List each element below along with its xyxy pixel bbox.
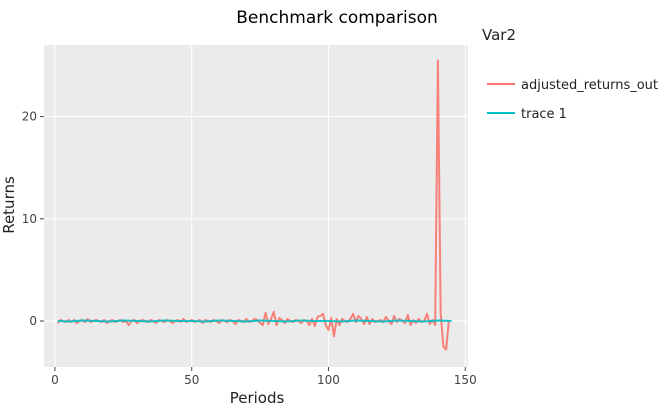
chart-title: Benchmark comparison (236, 8, 438, 28)
x-axis-label: Periods (230, 389, 285, 407)
plot-panel (44, 45, 468, 367)
y-tick-label: 10 (22, 212, 37, 226)
x-tick-label: 100 (317, 373, 340, 387)
y-tick-label: 20 (22, 110, 37, 124)
y-axis-label: Returns (0, 176, 18, 234)
legend-label-2: trace 1 (521, 107, 567, 122)
series-line-2 (57, 319, 452, 323)
grid (44, 45, 468, 367)
series-layer (56, 59, 452, 351)
x-tick-label: 150 (454, 373, 477, 387)
axes: 0 50 100 150 0 10 20 (22, 110, 477, 387)
y-tick-label: 0 (29, 314, 37, 328)
x-tick-label: 50 (184, 373, 199, 387)
legend-title: Var2 (482, 26, 516, 44)
legend-label-1: adjusted_returns_out (521, 78, 658, 93)
x-tick-label: 0 (51, 373, 59, 387)
